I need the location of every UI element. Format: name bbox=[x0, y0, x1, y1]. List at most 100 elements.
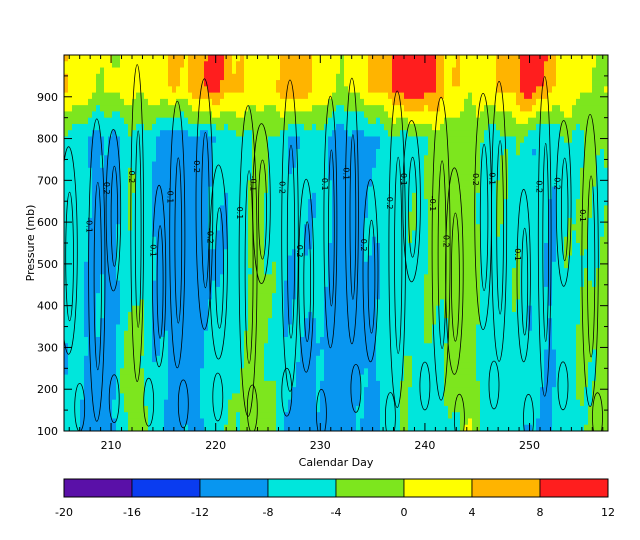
field-cell bbox=[360, 362, 365, 369]
field-cell bbox=[148, 274, 153, 282]
field-cell bbox=[80, 399, 85, 407]
field-cell bbox=[132, 217, 137, 225]
field-cell bbox=[368, 280, 373, 288]
field-cell bbox=[284, 349, 289, 357]
field-cell bbox=[140, 224, 145, 232]
field-cell bbox=[348, 399, 353, 407]
field-cell bbox=[116, 55, 121, 62]
field-cell bbox=[236, 167, 241, 175]
field-cell bbox=[256, 424, 261, 431]
field-cell bbox=[200, 318, 205, 326]
field-cell bbox=[304, 330, 309, 338]
field-cell bbox=[204, 268, 209, 275]
field-cell bbox=[296, 362, 301, 369]
field-cell bbox=[192, 117, 197, 125]
field-cell bbox=[72, 136, 77, 144]
field-cell bbox=[112, 305, 117, 313]
field-cell bbox=[124, 243, 129, 250]
field-cell bbox=[312, 299, 317, 307]
field-cell bbox=[88, 142, 93, 150]
field-cell bbox=[136, 362, 141, 369]
field-cell bbox=[212, 230, 217, 238]
field-cell bbox=[96, 387, 101, 394]
field-cell bbox=[336, 80, 341, 87]
field-cell bbox=[132, 142, 137, 150]
field-cell bbox=[96, 211, 101, 219]
field-cell bbox=[220, 98, 225, 106]
field-cell bbox=[280, 362, 285, 369]
field-cell bbox=[240, 349, 245, 357]
field-cell bbox=[348, 149, 353, 156]
field-cell bbox=[376, 199, 381, 206]
field-cell bbox=[124, 349, 129, 357]
field-cell bbox=[84, 86, 89, 94]
field-cell bbox=[200, 111, 205, 119]
field-cell bbox=[240, 117, 245, 125]
field-cell bbox=[208, 73, 213, 81]
field-cell bbox=[80, 268, 85, 275]
field-cell bbox=[360, 349, 365, 357]
field-cell bbox=[300, 399, 305, 407]
field-cell bbox=[200, 61, 205, 69]
field-cell bbox=[368, 117, 373, 125]
field-cell bbox=[156, 192, 161, 200]
field-cell bbox=[316, 286, 321, 294]
field-cell bbox=[232, 274, 237, 282]
field-cell bbox=[388, 123, 393, 131]
field-cell bbox=[136, 418, 141, 426]
field-cell bbox=[376, 387, 381, 394]
field-cell bbox=[140, 255, 145, 263]
field-cell bbox=[176, 355, 181, 363]
field-cell bbox=[160, 199, 165, 206]
field-cell bbox=[340, 405, 345, 413]
field-cell bbox=[364, 268, 369, 275]
field-cell bbox=[304, 130, 309, 138]
field-cell bbox=[140, 186, 145, 194]
field-cell bbox=[232, 380, 237, 388]
field-cell bbox=[280, 98, 285, 106]
field-cell bbox=[200, 324, 205, 332]
field-cell bbox=[184, 311, 189, 319]
field-cell bbox=[356, 149, 361, 156]
field-cell bbox=[248, 343, 253, 351]
field-cell bbox=[124, 393, 129, 401]
field-cell bbox=[200, 192, 205, 200]
field-cell bbox=[200, 123, 205, 131]
field-cell bbox=[352, 374, 357, 382]
field-cell bbox=[276, 111, 281, 119]
field-cell bbox=[160, 355, 165, 363]
field-cell bbox=[288, 92, 293, 100]
field-cell bbox=[336, 55, 341, 62]
field-cell bbox=[324, 61, 329, 69]
field-cell bbox=[252, 318, 257, 326]
field-cell bbox=[388, 355, 393, 363]
field-cell bbox=[132, 192, 137, 200]
field-cell bbox=[204, 393, 209, 401]
field-cell bbox=[148, 393, 153, 401]
field-cell bbox=[344, 243, 349, 250]
field-cell bbox=[288, 230, 293, 238]
field-cell bbox=[112, 337, 117, 344]
field-cell bbox=[204, 55, 209, 62]
field-cell bbox=[92, 86, 97, 94]
field-cell bbox=[128, 418, 133, 426]
field-cell bbox=[360, 61, 365, 69]
field-cell bbox=[240, 343, 245, 351]
field-cell bbox=[220, 318, 225, 326]
field-cell bbox=[332, 105, 337, 112]
field-cell bbox=[76, 98, 81, 106]
field-cell bbox=[152, 55, 157, 62]
field-cell bbox=[204, 374, 209, 382]
field-cell bbox=[260, 274, 265, 282]
field-cell bbox=[128, 174, 133, 181]
field-cell bbox=[144, 217, 149, 225]
field-cell bbox=[284, 123, 289, 131]
field-cell bbox=[236, 199, 241, 206]
field-cell bbox=[232, 86, 237, 94]
field-cell bbox=[244, 268, 249, 275]
field-cell bbox=[120, 92, 125, 100]
field-cell bbox=[324, 73, 329, 81]
field-cell bbox=[336, 337, 341, 344]
field-cell bbox=[220, 230, 225, 238]
field-cell bbox=[216, 149, 221, 156]
